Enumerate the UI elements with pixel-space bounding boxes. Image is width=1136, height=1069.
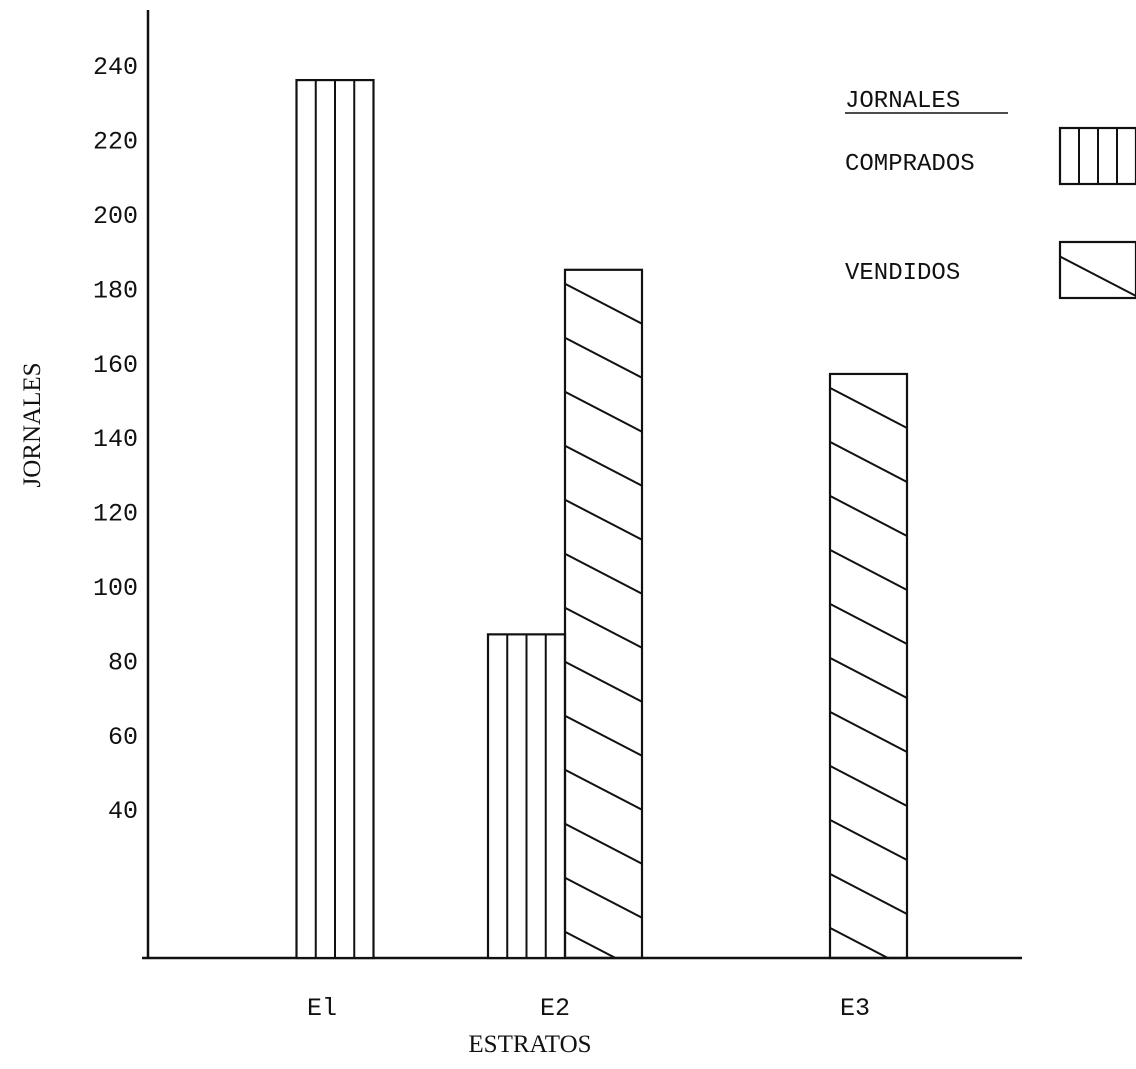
y-tick-label: 100 (93, 574, 138, 603)
x-axis-title: ESTRATOS (468, 1031, 591, 1058)
y-tick-label: 120 (93, 500, 138, 529)
x-tick-labels: El E2 E3 (307, 994, 870, 1023)
legend-swatch-vendidos (1058, 240, 1136, 300)
legend-entry-comprados: COMPRADOS (845, 151, 975, 178)
y-tick-label: 240 (93, 53, 138, 82)
y-tick-label: 200 (93, 202, 138, 231)
x-tick-label-e3: E3 (840, 994, 870, 1023)
y-tick-label: 180 (93, 276, 138, 305)
y-tick-label: 160 (93, 351, 138, 380)
legend: JORNALES COMPRADOS VENDIDOS (845, 88, 1136, 300)
legend-entry-vendidos: VENDIDOS (845, 260, 960, 287)
y-tick-label: 220 (93, 128, 138, 157)
legend-title: JORNALES (845, 88, 960, 115)
y-ticks: 40 60 80 100 120 140 160 180 200 220 240 (93, 53, 138, 826)
bar-comprados-e2 (486, 633, 567, 960)
bar-comprados-el (295, 78, 375, 960)
y-axis-title: JORNALES (19, 362, 46, 487)
bars (295, 78, 909, 960)
bar-vendidos-e3 (828, 372, 909, 960)
y-tick-label: 60 (108, 723, 138, 752)
y-tick-label: 40 (108, 797, 138, 826)
y-tick-label: 80 (108, 648, 138, 677)
y-tick-label: 140 (93, 425, 138, 454)
legend-swatch-comprados (1058, 126, 1136, 186)
x-tick-label-e2: E2 (540, 994, 570, 1023)
x-tick-label-el: El (307, 994, 337, 1023)
bar-vendidos-e2 (563, 268, 644, 960)
